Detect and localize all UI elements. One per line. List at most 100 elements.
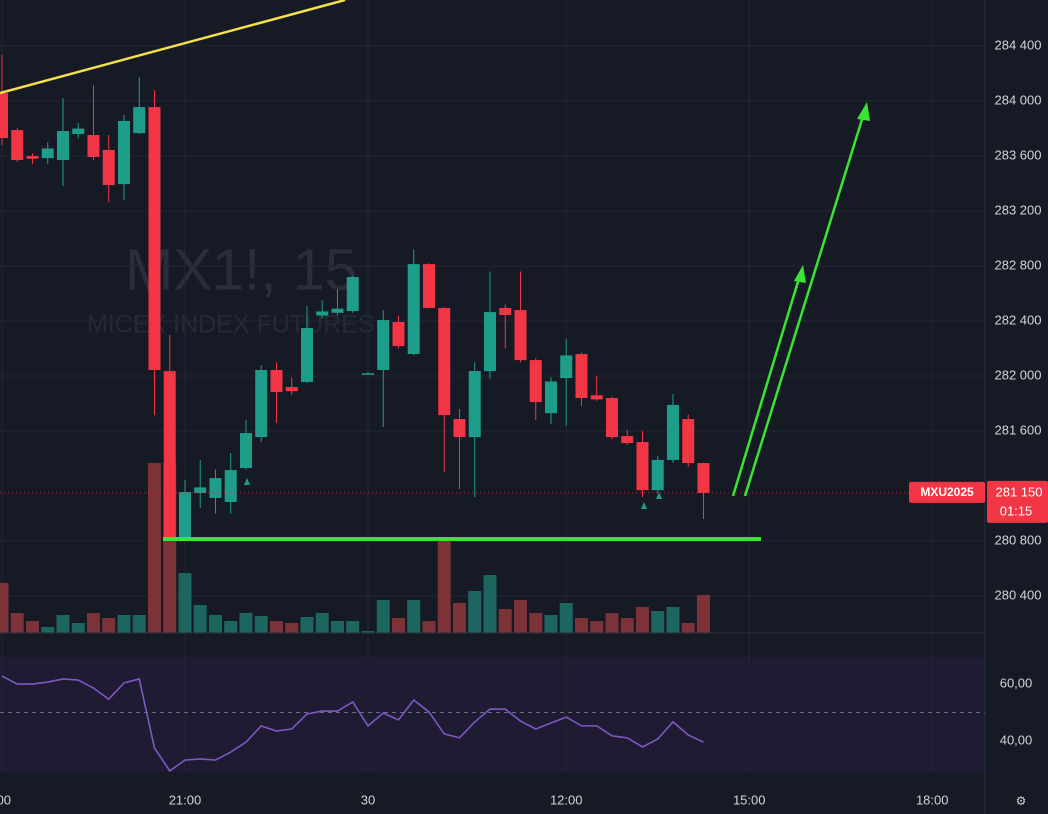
signal xyxy=(244,478,250,485)
plot xyxy=(0,54,985,772)
candle-body xyxy=(56,131,69,161)
symbol-tag: MXU2025 xyxy=(920,485,974,499)
volume-bar xyxy=(498,609,512,633)
candle-body xyxy=(178,492,191,538)
y-tick-label: 280 800 xyxy=(995,532,1042,547)
rsi-tick-label: 40,00 xyxy=(1000,732,1033,747)
candle-body xyxy=(316,311,329,316)
volume-bar xyxy=(224,621,238,633)
arrow xyxy=(743,112,866,497)
candle-body xyxy=(560,355,573,379)
candle-body xyxy=(133,107,146,134)
volume-bar xyxy=(117,615,131,633)
watermark: MX1!, 15 xyxy=(125,237,357,302)
volume-bar xyxy=(132,615,146,633)
candle-body xyxy=(407,264,420,355)
arrow-head xyxy=(794,265,806,283)
candle-body xyxy=(87,135,100,158)
volume-bar xyxy=(147,463,161,633)
last-price-box xyxy=(987,480,1048,523)
candle-body xyxy=(26,156,39,159)
arrow xyxy=(731,274,802,497)
candle-body xyxy=(621,436,634,443)
volume-bar xyxy=(56,615,70,633)
volume-bar xyxy=(376,600,390,633)
volume-bar xyxy=(651,611,665,633)
candle-body xyxy=(682,419,695,464)
rsi-pane xyxy=(0,657,985,772)
volume-bar xyxy=(574,618,588,633)
candle-body xyxy=(102,150,115,186)
candle-body xyxy=(0,93,8,139)
candle-body xyxy=(41,148,54,159)
y-tick-label: 284 400 xyxy=(995,37,1042,52)
volume-bar xyxy=(346,621,360,633)
candle-body xyxy=(651,459,664,491)
candle-body xyxy=(239,433,252,469)
volume-bar xyxy=(269,621,283,633)
candle-body xyxy=(148,107,161,370)
volume-bar xyxy=(10,613,24,633)
y-tick-label: 283 200 xyxy=(995,202,1042,217)
signal xyxy=(641,502,647,509)
x-tick-label: 12:00 xyxy=(550,792,583,807)
y-tick-label: 282 800 xyxy=(995,257,1042,272)
y-tick-label: 283 600 xyxy=(995,147,1042,162)
volume-bar xyxy=(391,618,405,633)
candle-body xyxy=(285,387,298,392)
candle-body xyxy=(666,404,679,460)
volume-bar xyxy=(208,615,222,633)
volume-bar xyxy=(361,631,375,633)
candle-body xyxy=(392,321,405,347)
grid xyxy=(0,0,985,772)
volume-bar xyxy=(468,591,482,633)
candle-body xyxy=(483,312,496,372)
symbol-tag-box xyxy=(909,481,985,503)
rsi-tick-label: 60,00 xyxy=(1000,675,1033,690)
countdown: 01:15 xyxy=(1000,503,1033,518)
candle-body xyxy=(636,442,649,491)
volume-bar xyxy=(193,605,207,633)
volume-bar xyxy=(422,621,436,633)
volume-bar xyxy=(559,603,573,633)
candle-body xyxy=(270,369,283,392)
volume-bar xyxy=(620,618,634,633)
candle-body xyxy=(544,381,557,414)
volume-bar xyxy=(239,613,253,633)
y-tick-label: 282 000 xyxy=(995,367,1042,382)
volume-bar xyxy=(681,623,695,633)
candle-body xyxy=(346,277,359,312)
volume-bar xyxy=(102,618,116,633)
y-tick-label: 284 000 xyxy=(995,92,1042,107)
last-price-label: 281 150 xyxy=(996,484,1043,499)
candle-body xyxy=(514,310,527,361)
candle-body xyxy=(697,463,710,493)
candle-body xyxy=(605,398,618,438)
candle-body xyxy=(361,373,374,375)
candle-body xyxy=(224,470,237,502)
x-tick-label: 21:00 xyxy=(169,792,202,807)
candle-body xyxy=(11,130,24,161)
candle-body xyxy=(468,371,481,438)
candle-body xyxy=(209,478,222,498)
y-tick-label: 280 400 xyxy=(995,587,1042,602)
volume-bar xyxy=(86,613,100,633)
candle-body xyxy=(194,487,207,493)
volume-bar xyxy=(452,603,466,633)
candle-body xyxy=(72,128,85,135)
volume-bar xyxy=(513,600,527,633)
volume-bar xyxy=(178,573,192,633)
volume-bar xyxy=(696,595,710,633)
trend-line xyxy=(0,0,346,95)
volume-bar xyxy=(300,617,314,633)
volume-bar xyxy=(71,623,85,633)
volume-bar xyxy=(25,621,39,633)
volume-bar xyxy=(635,607,649,633)
candle-body xyxy=(117,120,130,185)
rsi-line xyxy=(1,675,704,772)
settings-icon[interactable]: ⚙ xyxy=(1016,794,1027,808)
candle-body xyxy=(377,320,390,370)
candle-body xyxy=(331,308,344,313)
candle-body xyxy=(422,264,435,308)
